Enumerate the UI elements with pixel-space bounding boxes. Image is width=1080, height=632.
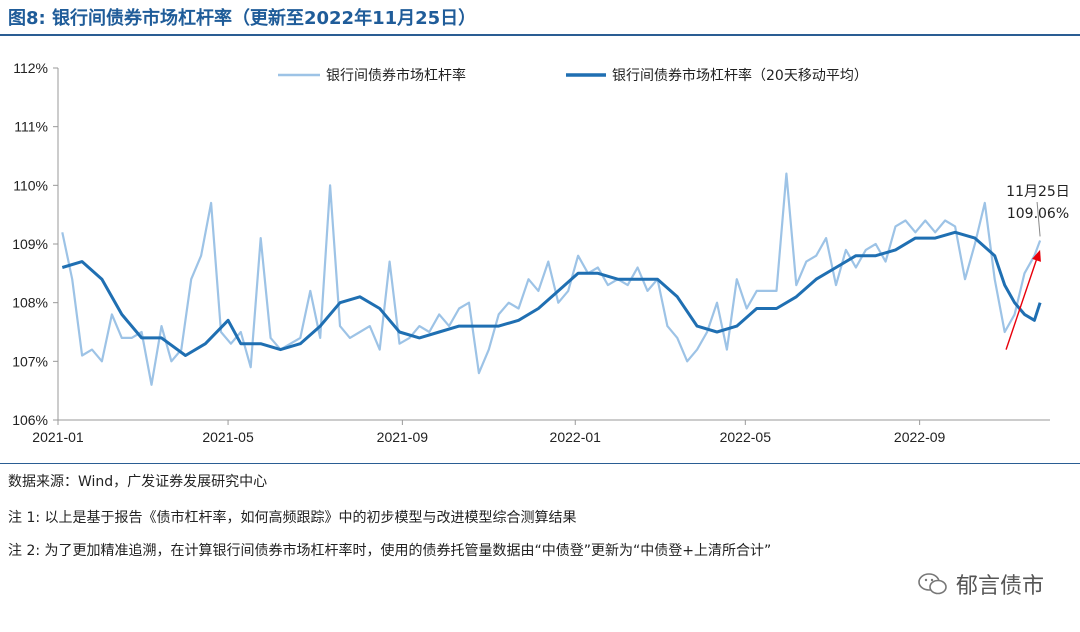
annotation: 11月25日 109.06%	[1005, 184, 1070, 350]
annotation-leader	[1036, 201, 1041, 237]
wechat-icon	[918, 573, 947, 595]
legend-label-daily: 银行间债券市场杠杆率	[326, 67, 466, 84]
trend-arrow-head	[1032, 249, 1041, 262]
x-tick-label: 2022-05	[720, 429, 772, 445]
leverage-line-chart: 106% 107% 108% 109% 110% 111% 112% 2021-01 2021-…	[12, 60, 1070, 445]
chart-title: 图8: 银行间债券市场杠杆率（更新至2022年11月25日）	[8, 8, 477, 29]
x-tick-label: 2022-01	[550, 429, 602, 445]
y-tick-label: 109%	[12, 236, 48, 252]
legend-label-ma20: 银行间债券市场杠杆率（20天移动平均）	[612, 67, 868, 84]
legend: 银行间债券市场杠杆率 银行间债券市场杠杆率（20天移动平均）	[278, 67, 868, 84]
brand-name: 郁言债市	[955, 574, 1044, 599]
x-tick-label: 2021-05	[202, 429, 254, 445]
series-daily	[61, 172, 1042, 386]
bottom-divider	[0, 463, 1080, 464]
annotation-value: 109.06%	[1007, 206, 1069, 222]
y-tick-label: 108%	[12, 295, 48, 311]
annotation-date: 11月25日	[1006, 184, 1070, 200]
y-tick-label: 110%	[13, 177, 48, 193]
x-tick-label: 2021-09	[377, 429, 429, 445]
y-tick-label: 112%	[13, 60, 48, 76]
brand-watermark: 郁言债市	[918, 568, 1044, 600]
series-ma20	[61, 230, 1042, 357]
y-tick-label: 107%	[12, 353, 48, 369]
note-2: 注 2: 为了更加精准追溯，在计算银行间债券市场杠杆率时，使用的债券托管量数据由…	[8, 543, 772, 559]
trend-arrow-line	[1005, 257, 1038, 350]
x-tick-label: 2022-09	[894, 429, 946, 445]
top-divider	[0, 34, 1080, 36]
series-line-ma20	[61, 230, 1042, 357]
y-tick-label: 111%	[14, 119, 48, 135]
source-note: 数据来源：Wind，广发证券发展研究中心	[8, 474, 268, 490]
x-tick-label: 2021-01	[32, 429, 84, 445]
note-1: 注 1: 以上是基于报告《债市杠杆率，如何高频跟踪》中的初步模型与改进模型综合测…	[8, 510, 577, 526]
series-line-daily	[61, 172, 1042, 386]
y-tick-label: 106%	[12, 412, 48, 428]
axes: 106% 107% 108% 109% 110% 111% 112% 2021-01 2021-…	[12, 60, 1050, 445]
